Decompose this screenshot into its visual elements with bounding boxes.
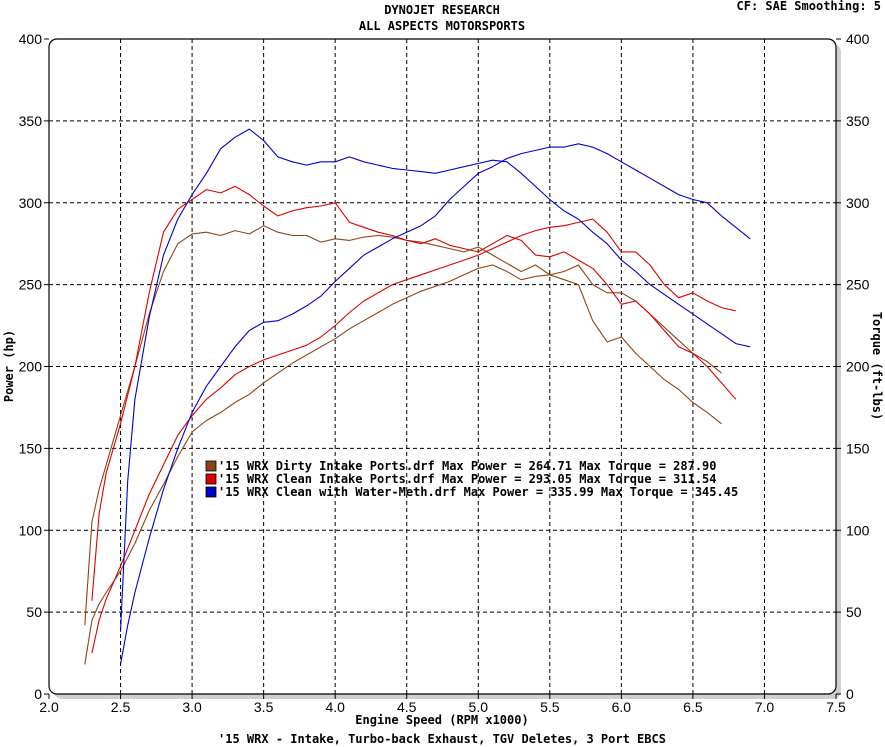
y-tick-label-right: 400 [846, 31, 870, 47]
x-tick-label: 2.0 [39, 699, 59, 715]
x-tick-label: 3.0 [182, 699, 202, 715]
grid-lines [49, 39, 836, 694]
legend-swatch-1 [205, 460, 217, 472]
x-tick-label: 6.0 [612, 699, 632, 715]
y-tick-label-right: 350 [846, 113, 870, 129]
series-3-power-line [119, 143, 751, 665]
series-1-torque-line [84, 225, 722, 626]
y-tick-label-right: 200 [846, 359, 870, 375]
y-tick-label-right: 300 [846, 195, 870, 211]
y-tick-label-left: 0 [34, 686, 42, 702]
y-tick-label-right: 150 [846, 440, 870, 456]
series-layer [84, 128, 751, 665]
x-tick-label: 7.0 [755, 699, 775, 715]
legend-entry-2: '15 WRX Clean Intake Ports.drf Max Power… [218, 472, 717, 486]
x-tick-label: 5.5 [540, 699, 560, 715]
chart-subtitle: ALL ASPECTS MOTORSPORTS [359, 19, 525, 33]
legend: '15 WRX Dirty Intake Ports.drf Max Power… [205, 459, 738, 499]
y-tick-label-left: 150 [19, 440, 43, 456]
x-tick-label: 4.5 [397, 699, 417, 715]
y-tick-label-right: 0 [846, 686, 854, 702]
x-tick-label: 5.0 [469, 699, 489, 715]
y-tick-label-left: 350 [19, 113, 43, 129]
y-tick-label-left: 300 [19, 195, 43, 211]
y-tick-label-left: 50 [26, 604, 42, 620]
x-tick-label: 3.5 [254, 699, 274, 715]
series-1-power-line [84, 264, 722, 665]
x-tick-label: 2.5 [111, 699, 131, 715]
series-2-power-line [91, 218, 736, 654]
y-axis-right-ticks: 0 50 100 150 200 250 300 350 400 [836, 31, 870, 702]
y-axis-right-label: Torque (ft-lbs) [870, 312, 884, 420]
chart-title: DYNOJET RESEARCH [384, 3, 500, 17]
legend-swatch-2 [205, 473, 217, 485]
x-axis-label: Engine Speed (RPM x1000) [355, 713, 528, 727]
x-tick-label: 6.5 [683, 699, 703, 715]
y-tick-label-left: 250 [19, 277, 43, 293]
x-tick-label: 7.5 [826, 699, 846, 715]
series-3-torque-line [119, 128, 751, 632]
y-tick-label-left: 100 [19, 522, 43, 538]
legend-entry-3: '15 WRX Clean with Water-Meth.drf Max Po… [218, 485, 738, 499]
y-tick-label-right: 50 [846, 604, 862, 620]
x-axis-ticks: 2.0 2.5 3.0 3.5 4.0 4.5 5.0 5.5 6.0 6.5 7.0 7.5 [39, 694, 846, 715]
y-tick-label-right: 250 [846, 277, 870, 293]
y-tick-label-left: 400 [19, 31, 43, 47]
correction-factor-label: CF: SAE Smoothing: 5 [737, 0, 882, 13]
legend-entry-1: '15 WRX Dirty Intake Ports.drf Max Power… [218, 459, 717, 473]
y-tick-label-right: 100 [846, 522, 870, 538]
y-tick-label-left: 200 [19, 359, 43, 375]
x-tick-label: 4.0 [325, 699, 345, 715]
legend-swatch-3 [205, 486, 217, 498]
y-axis-left-label: Power (hp) [2, 330, 16, 402]
chart-footer: '15 WRX - Intake, Turbo-back Exhaust, TG… [218, 732, 666, 746]
y-axis-left-ticks: 0 50 100 150 200 250 300 350 400 [19, 31, 49, 702]
